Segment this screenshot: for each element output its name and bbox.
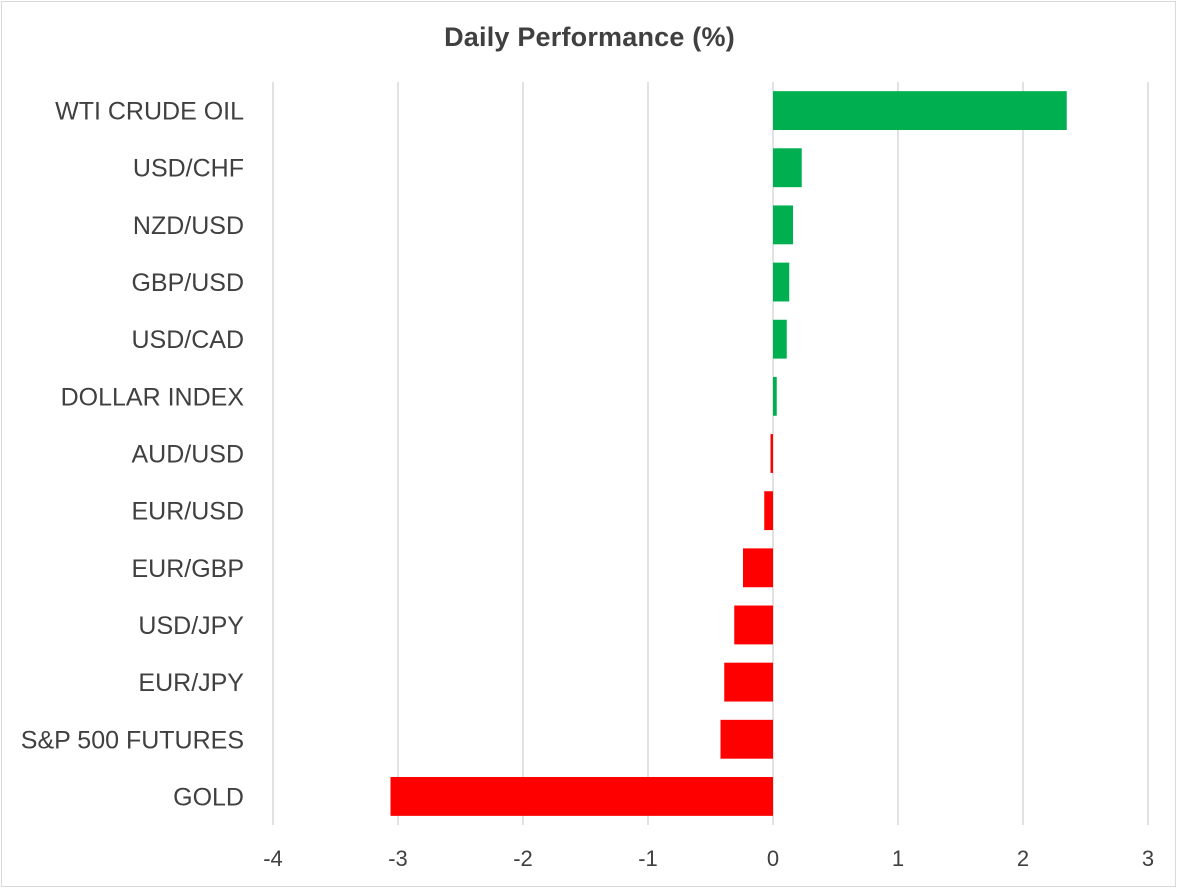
category-label: EUR/GBP xyxy=(131,555,244,583)
x-tick-labels: -4 -3 -2 -1 0 1 2 3 xyxy=(263,846,1154,871)
category-label: USD/JPY xyxy=(138,612,244,640)
bar-0 xyxy=(773,91,1067,131)
bar-3 xyxy=(773,262,790,302)
x-tick-label: -1 xyxy=(638,846,658,871)
bar-5 xyxy=(773,376,777,416)
x-tick-label: 0 xyxy=(767,846,779,871)
x-tick-label: 2 xyxy=(1017,846,1029,871)
bar-6 xyxy=(770,434,773,473)
category-label: GBP/USD xyxy=(131,269,244,297)
x-tick-label: 1 xyxy=(892,846,904,871)
grid-lines xyxy=(272,82,1149,825)
category-label: EUR/JPY xyxy=(138,669,244,697)
category-label: EUR/USD xyxy=(131,498,244,526)
bar-1 xyxy=(773,148,802,188)
x-tick-label: -3 xyxy=(388,846,408,871)
category-label: S&P 500 FUTURES xyxy=(21,726,244,754)
bar-2 xyxy=(773,205,793,245)
bar-8 xyxy=(743,548,773,588)
x-tick-label: -2 xyxy=(513,846,533,871)
category-label: NZD/USD xyxy=(133,212,244,240)
bar-12 xyxy=(390,776,773,816)
bar-10 xyxy=(724,662,773,702)
chart-title: Daily Performance (%) xyxy=(444,22,735,52)
bars xyxy=(390,91,1067,816)
x-tick-label: -4 xyxy=(263,846,283,871)
bar-9 xyxy=(734,605,773,645)
bar-7 xyxy=(764,491,773,531)
bar-4 xyxy=(773,319,787,359)
category-label: USD/CAD xyxy=(131,326,244,354)
category-label: GOLD xyxy=(173,783,244,811)
category-label: WTI CRUDE OIL xyxy=(55,98,244,126)
x-tick-label: 3 xyxy=(1142,846,1154,871)
bar-11 xyxy=(720,719,773,759)
category-label: AUD/USD xyxy=(131,441,244,469)
category-labels: WTI CRUDE OIL USD/CHF NZD/USD GBP/USD USD/CA… xyxy=(21,98,245,812)
category-label: DOLLAR INDEX xyxy=(61,383,245,411)
category-label: USD/CHF xyxy=(133,155,244,183)
